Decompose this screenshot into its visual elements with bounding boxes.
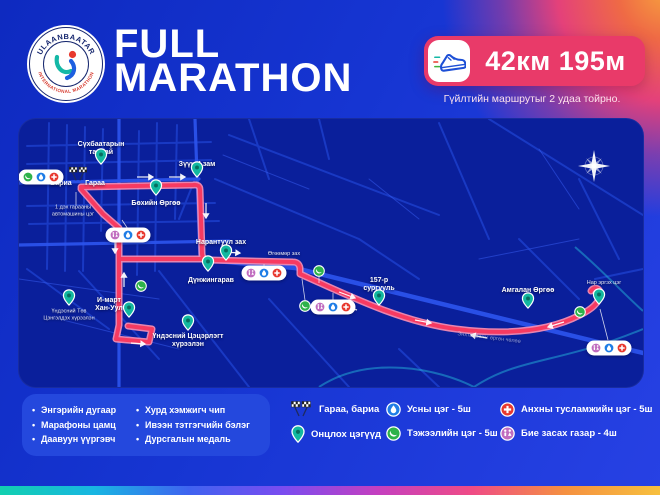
race-kit-item: Энгэрийн дугаар (30, 403, 134, 418)
legend-label: Усны цэг - 5ш (407, 404, 471, 415)
map-pin-icon (191, 161, 204, 178)
running-shoe-icon (428, 40, 470, 82)
race-kit-column-1: Энгэрийн дугаар Марафоны цамц Даавуун үү… (30, 403, 134, 456)
map-label-start-corral-note: 1 дэх гарааны автомашины цэг (51, 204, 95, 218)
water-icon (604, 343, 615, 354)
legend-label: Онцлох цэгүүд (311, 428, 382, 440)
first-aid-icon (49, 172, 60, 183)
toilet-icon (500, 426, 515, 441)
runner-mark-icon (54, 50, 77, 81)
map-pin-icon (291, 425, 305, 443)
map-pin-icon (522, 292, 535, 309)
map-label-school-157: 157-р сургууль (363, 277, 395, 292)
rainbow-bar (0, 486, 660, 495)
legend-water-point: Усны цэг - 5ш (386, 402, 471, 417)
compass-rose-icon (578, 150, 610, 182)
race-kit-item: Марафоны цамц (30, 418, 134, 433)
water-icon (386, 402, 401, 417)
map-label-central-stadium: Үндэсний Төв Цэнгэлдэх хүрээлэн (43, 308, 95, 322)
service-cluster (19, 169, 64, 185)
map-pin-icon (182, 314, 195, 331)
map-label-wrestling-palace: Бөхийн Өргөө (131, 200, 181, 207)
water-icon (36, 172, 47, 183)
first-aid-icon (136, 230, 147, 241)
legend-label: Бие засах газар - 4ш (521, 428, 617, 439)
first-aid-icon (272, 268, 283, 279)
legend-nutrition-point: Тэжээлийн цэг - 5ш (386, 426, 498, 441)
finish-label: Бариа (50, 180, 72, 187)
page-title: FULL MARATHON (114, 22, 353, 100)
map-label-emart-khan-uul: И-март Хан-Уул (95, 297, 123, 312)
legend-label: Гараа, бариа (319, 403, 380, 415)
distance-badge: 42км 195м (424, 36, 645, 86)
toilet-icon (246, 268, 257, 279)
checkered-flags-icon (289, 401, 313, 417)
nutrition-icon (299, 300, 311, 312)
race-kit-item: Даавуун үүргэвч (30, 432, 134, 447)
title-line-1: FULL (114, 22, 221, 66)
route-casing (77, 181, 604, 346)
legend-toilet-point: Бие засах газар - 4ш (500, 426, 617, 441)
legend-label: Анхны тусламжийн цэг - 5ш (521, 404, 653, 415)
map-pin-icon (123, 301, 136, 318)
start-label: Гараа (85, 180, 105, 187)
map-pin-icon (95, 148, 108, 165)
title-line-2: MARATHON (114, 56, 353, 100)
race-kit-item: Хурд хэмжигч чип (134, 403, 250, 418)
nutrition-icon (313, 265, 325, 277)
river (318, 246, 643, 387)
legend-highlight-points: Онцлох цэгүүд (291, 425, 381, 443)
race-kit-item: Дурсгалын медаль (134, 432, 250, 447)
water-icon (259, 268, 270, 279)
water-icon (123, 230, 134, 241)
map-canvas (19, 119, 643, 387)
nutrition-icon (386, 426, 401, 441)
nutrition-icon (23, 172, 34, 183)
legend-label: Тэжээлийн цэг - 5ш (407, 428, 498, 439)
service-cluster (310, 299, 356, 315)
legend-first-aid-point: Анхны тусламжийн цэг - 5ш (500, 402, 652, 417)
service-cluster (586, 340, 632, 356)
map-label-dunjingarav: Дүнжингарав (188, 277, 234, 284)
map-label-uguumur-market: Өгөөмөр зах (267, 250, 301, 257)
ulaanbaatar-marathon-logo: ULAANBAATAR INTERNATIONAL MARATHON (27, 25, 105, 103)
service-cluster (105, 227, 151, 243)
legend-start-finish: Гараа, бариа (289, 401, 379, 417)
nutrition-icon (574, 306, 586, 318)
first-aid-icon (617, 343, 628, 354)
first-aid-icon (341, 302, 352, 313)
map-label-amgalan-urguu: Амгалан Өргөө (501, 287, 555, 294)
map-label-national-garden-park: Үндэсний Цэцэрлэгт хүрээлэн (152, 333, 224, 348)
toilet-icon (110, 230, 121, 241)
map-pin-icon (63, 289, 76, 306)
service-cluster (241, 265, 287, 281)
race-kit-box: Энгэрийн дугаар Марафоны цамц Даавуун үү… (22, 394, 270, 456)
map-label-turnaround-point: Нар эргэх цэг (586, 279, 622, 286)
map-pin-icon (373, 289, 386, 306)
map-pin-icon (150, 179, 163, 196)
toilet-icon (315, 302, 326, 313)
map-pin-icon (220, 244, 233, 261)
nutrition-icon (135, 280, 147, 292)
route-note: Гүйлтийн маршрутыг 2 удаа тойрно. (443, 93, 621, 105)
race-kit-item: Ивээн тэтгэгчийн бэлэг (134, 418, 250, 433)
map-pin-icon (593, 288, 606, 305)
toilet-icon (591, 343, 602, 354)
first-aid-icon (500, 402, 515, 417)
map-label-narantuul-market: Нарантуул зах (195, 239, 247, 246)
water-icon (328, 302, 339, 313)
distance-value: 42км 195м (485, 45, 626, 76)
route-line (79, 182, 603, 344)
map-pin-icon (202, 255, 215, 272)
race-kit-column-2: Хурд хэмжигч чип Ивээн тэтгэгчийн бэлэг … (134, 403, 250, 456)
route-map: Сүхбаатарын талбай Зүүн 4 зам Бөхийн Өрг… (18, 118, 644, 388)
